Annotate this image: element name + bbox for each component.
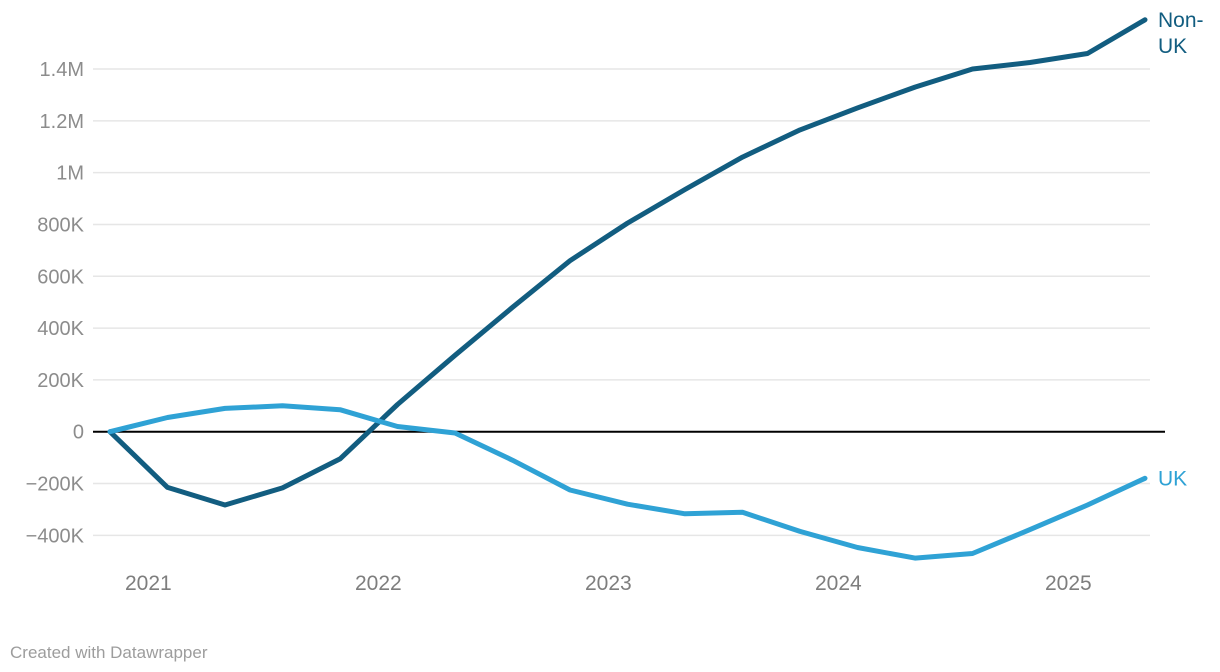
- series-label-uk: UK: [1158, 467, 1187, 490]
- y-axis-tick-label: −400K: [26, 525, 85, 547]
- y-axis-tick-label: 1.4M: [40, 59, 84, 81]
- y-axis-tick-label: −200K: [26, 474, 85, 496]
- y-axis-tick-label: 1.2M: [40, 111, 84, 133]
- y-axis-labels: 1.4M 1.2M 1M 800K 600K 400K 200K 0 −200K −400K: [26, 59, 85, 547]
- series-lines: [107, 17, 1148, 561]
- datawrapper-credit[interactable]: Created with Datawrapper: [10, 643, 208, 662]
- series-line-non-uk: [107, 17, 1148, 508]
- y-axis-tick-label: 400K: [37, 318, 84, 340]
- series-line-uk: [107, 403, 1148, 561]
- x-axis-tick-label: 2024: [815, 572, 862, 595]
- y-axis-tick-label: 800K: [37, 214, 84, 236]
- x-axis-tick-label: 2021: [125, 572, 172, 595]
- y-axis-tick-label: 600K: [37, 266, 84, 288]
- x-axis-labels: 2021 2022 2023 2024 2025: [125, 572, 1092, 595]
- x-axis-tick-label: 2023: [585, 572, 632, 595]
- x-axis-tick-label: 2022: [355, 572, 402, 595]
- y-axis-tick-label: 1M: [56, 163, 84, 185]
- x-axis-tick-label: 2025: [1045, 572, 1092, 595]
- gridlines: [93, 68, 1165, 537]
- y-axis-tick-label: 200K: [37, 370, 84, 392]
- series-label-non-uk: Non-UK: [1158, 9, 1204, 58]
- y-axis-tick-label: 0: [73, 422, 84, 444]
- series-labels: Non-UK UK: [1158, 9, 1204, 491]
